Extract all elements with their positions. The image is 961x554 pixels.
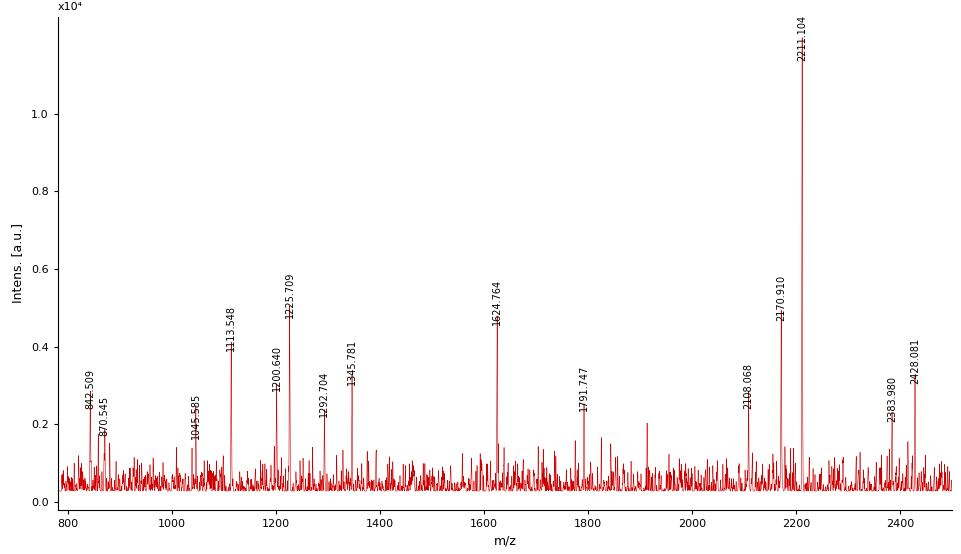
Text: 1225.709: 1225.709 [284, 271, 294, 317]
Text: 2108.068: 2108.068 [743, 363, 752, 409]
Text: 2383.980: 2383.980 [886, 376, 896, 422]
Text: 842.509: 842.509 [86, 369, 95, 409]
Text: 870.545: 870.545 [100, 396, 110, 436]
Text: 1113.548: 1113.548 [226, 305, 236, 351]
X-axis label: m/z: m/z [493, 534, 516, 547]
Text: 2211.104: 2211.104 [797, 15, 806, 61]
Text: 2170.910: 2170.910 [776, 275, 785, 321]
Text: 1791.747: 1791.747 [579, 365, 588, 411]
Text: 1200.640: 1200.640 [271, 345, 282, 391]
Text: x10⁴: x10⁴ [58, 2, 83, 12]
Text: 1345.781: 1345.781 [347, 339, 357, 386]
Text: 1292.704: 1292.704 [319, 370, 329, 417]
Text: 1624.764: 1624.764 [492, 279, 502, 325]
Text: Intens. [a.u.]: Intens. [a.u.] [11, 223, 24, 303]
Text: 2428.081: 2428.081 [909, 337, 919, 383]
Text: 1045.585: 1045.585 [190, 392, 201, 439]
